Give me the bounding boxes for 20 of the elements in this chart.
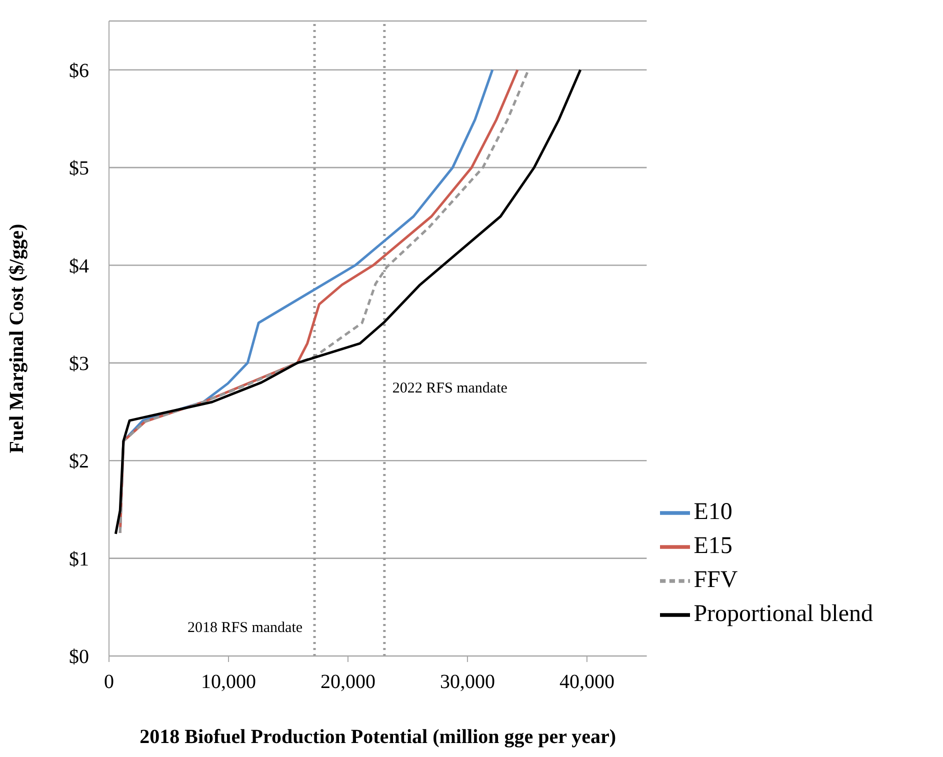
x-axis-title: 2018 Biofuel Production Potential (million gge per year) xyxy=(140,726,616,748)
y-tick-label: $0 xyxy=(69,646,89,668)
x-tick-label: 20,000 xyxy=(320,671,376,694)
legend-label: FFV xyxy=(694,567,738,593)
ref-line-label: 2018 RFS mandate xyxy=(188,620,303,636)
y-tick-label: $2 xyxy=(69,450,89,473)
x-tick-label: 0 xyxy=(104,671,114,694)
y-tick-label: $6 xyxy=(69,60,89,82)
x-tick-label: 10,000 xyxy=(200,671,256,694)
x-tick-label: 30,000 xyxy=(440,671,495,694)
legend-label: E15 xyxy=(694,533,732,559)
y-tick-label: $3 xyxy=(69,353,89,376)
legend-label: Proportional blend xyxy=(694,601,873,627)
x-tick-label: 40,000 xyxy=(559,671,614,694)
y-tick-label: $4 xyxy=(69,255,89,278)
legend-label: E10 xyxy=(694,499,732,525)
ref-line-label: 2022 RFS mandate xyxy=(392,380,508,396)
y-axis-title: Fuel Marginal Cost ($/gge) xyxy=(6,224,28,454)
y-tick-label: $1 xyxy=(69,548,89,570)
y-tick-label: $5 xyxy=(69,158,89,180)
